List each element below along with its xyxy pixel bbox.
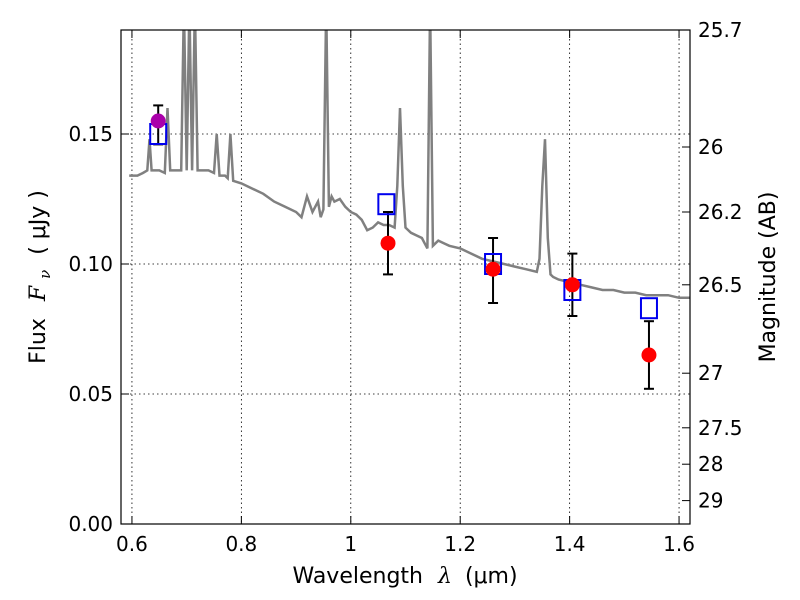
y2-tick-label: 26.2 [698, 200, 743, 224]
plot-content [129, 30, 690, 390]
y-tick-label: 0.05 [68, 382, 113, 406]
y-axis-label: Flux F ν ( μJy ) [26, 190, 56, 364]
x-axis-label-units: (μm) [465, 564, 518, 589]
x-tick-label: 1.4 [554, 532, 586, 556]
x-axis-label-prefix: Wavelength [292, 564, 423, 589]
y-tick-label: 0.00 [68, 512, 113, 536]
model-square-point [639, 297, 658, 320]
observed-flux-point [564, 277, 580, 293]
model-square-point [377, 193, 396, 216]
y2-tick-label: 28 [698, 452, 723, 476]
y2-tick-label: 29 [698, 489, 723, 513]
axis-ticks: 0.6 0.8 1 1.2 1.4 1.6 0.00 0.05 0.10 0.15 25.7 26 26… [68, 18, 742, 556]
y-tick-label: 0.15 [68, 122, 113, 146]
data-markers [149, 113, 658, 363]
y-axis-label-prefix: Flux [26, 318, 51, 364]
y2-tick-label: 26.5 [698, 273, 743, 297]
observed-flux-point [641, 347, 657, 363]
y2-tick-label: 27.5 [698, 416, 743, 440]
sed-spectrum-line [129, 30, 690, 300]
observed-flux-point [485, 261, 501, 277]
y-axis-label-subscript: ν [36, 270, 54, 279]
x-tick-label: 0.6 [116, 532, 148, 556]
y2-tick-label: 25.7 [698, 18, 743, 42]
x-axis-label-symbol: λ [437, 564, 452, 589]
y-tick-label: 0.10 [68, 252, 113, 276]
x-tick-label: 1.6 [663, 532, 695, 556]
purple-flux-point [150, 113, 166, 129]
y-axis-label-symbol: F [26, 285, 51, 302]
observed-flux-point [380, 235, 396, 251]
y2-axis-label: Magnitude (AB) [756, 192, 781, 363]
plot-frame [120, 29, 691, 525]
x-tick-label: 1 [344, 532, 357, 556]
x-axis-label: Wavelength λ (μm) [292, 564, 517, 589]
y2-tick-label: 26 [698, 135, 723, 159]
y2-tick-label: 27 [698, 361, 723, 385]
x-tick-label: 0.8 [225, 532, 257, 556]
y-axis-label-units: ( μJy ) [26, 190, 51, 255]
grid-lines [121, 30, 690, 525]
x-tick-label: 1.2 [444, 532, 476, 556]
